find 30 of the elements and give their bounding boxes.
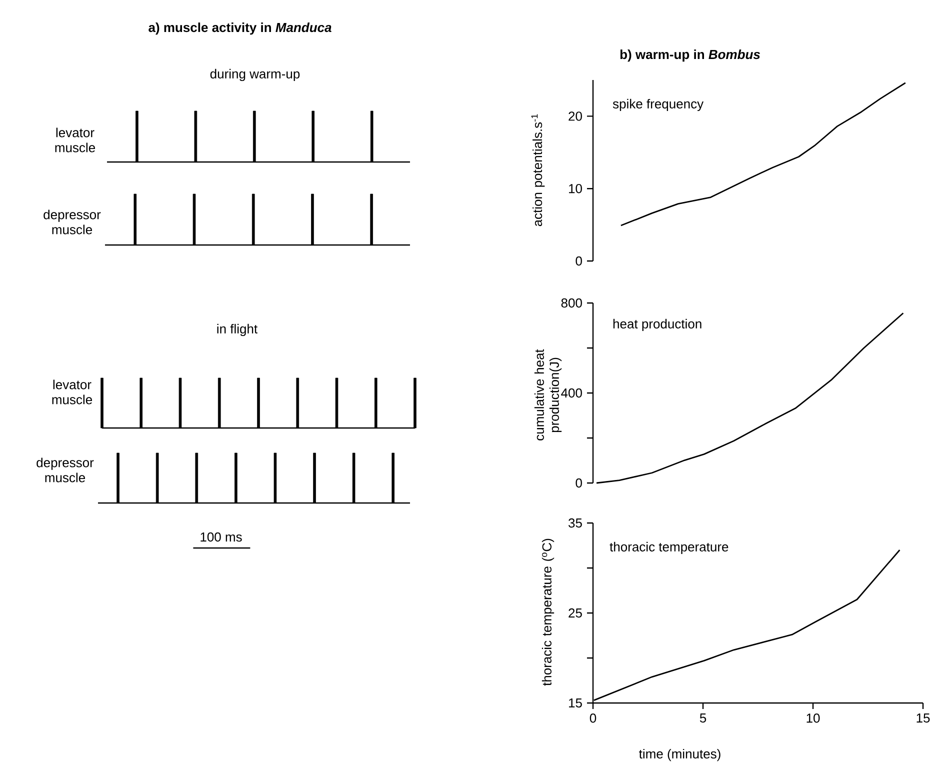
y-tick-label: 800 xyxy=(561,298,582,308)
y-tick-label: 15 xyxy=(569,698,582,708)
annotation: thoracic temperature xyxy=(610,542,728,554)
y-axis-title: cumulative heat production(J) xyxy=(534,349,562,440)
y-tick-label: 20 xyxy=(568,112,582,121)
x-axis-title: time (minutes) xyxy=(639,748,720,762)
x-tick-label: 15 xyxy=(916,714,930,723)
y-tick-label: 25 xyxy=(568,608,582,618)
y-axis-title: action potentials.s$^{-1}$ xyxy=(531,114,545,226)
y-tick-label: 0 xyxy=(576,478,582,488)
chart-subtitle: during warm-up xyxy=(210,68,300,82)
annotation: spike frequency xyxy=(612,98,704,112)
y-tick-label: 400 xyxy=(561,388,582,398)
y-tick-label: 35 xyxy=(568,518,582,528)
chart-title: a) muscle activity in Manduca xyxy=(148,22,332,35)
text: 100 ms xyxy=(200,532,242,542)
y-axis-title: depressor muscle xyxy=(44,210,101,234)
y-tick-label: 10 xyxy=(569,184,582,194)
x-tick-label: 10 xyxy=(806,714,820,723)
chart-subtitle: in flight xyxy=(217,324,258,336)
x-tick-label: 0 xyxy=(590,714,596,723)
annotation: heat production xyxy=(613,318,702,332)
y-axis-title: depressor muscle xyxy=(36,458,94,482)
y-axis-title: levator muscle xyxy=(52,380,92,404)
chart-title: b) warm-up in Bombus xyxy=(620,50,760,62)
x-tick-label: 5 xyxy=(700,714,706,723)
y-axis-title: thoracic temperature ($^{o}$C) xyxy=(542,538,554,686)
line-series xyxy=(596,312,904,484)
y-tick-label: 0 xyxy=(576,256,582,266)
y-axis-title: levator muscle xyxy=(55,128,96,152)
